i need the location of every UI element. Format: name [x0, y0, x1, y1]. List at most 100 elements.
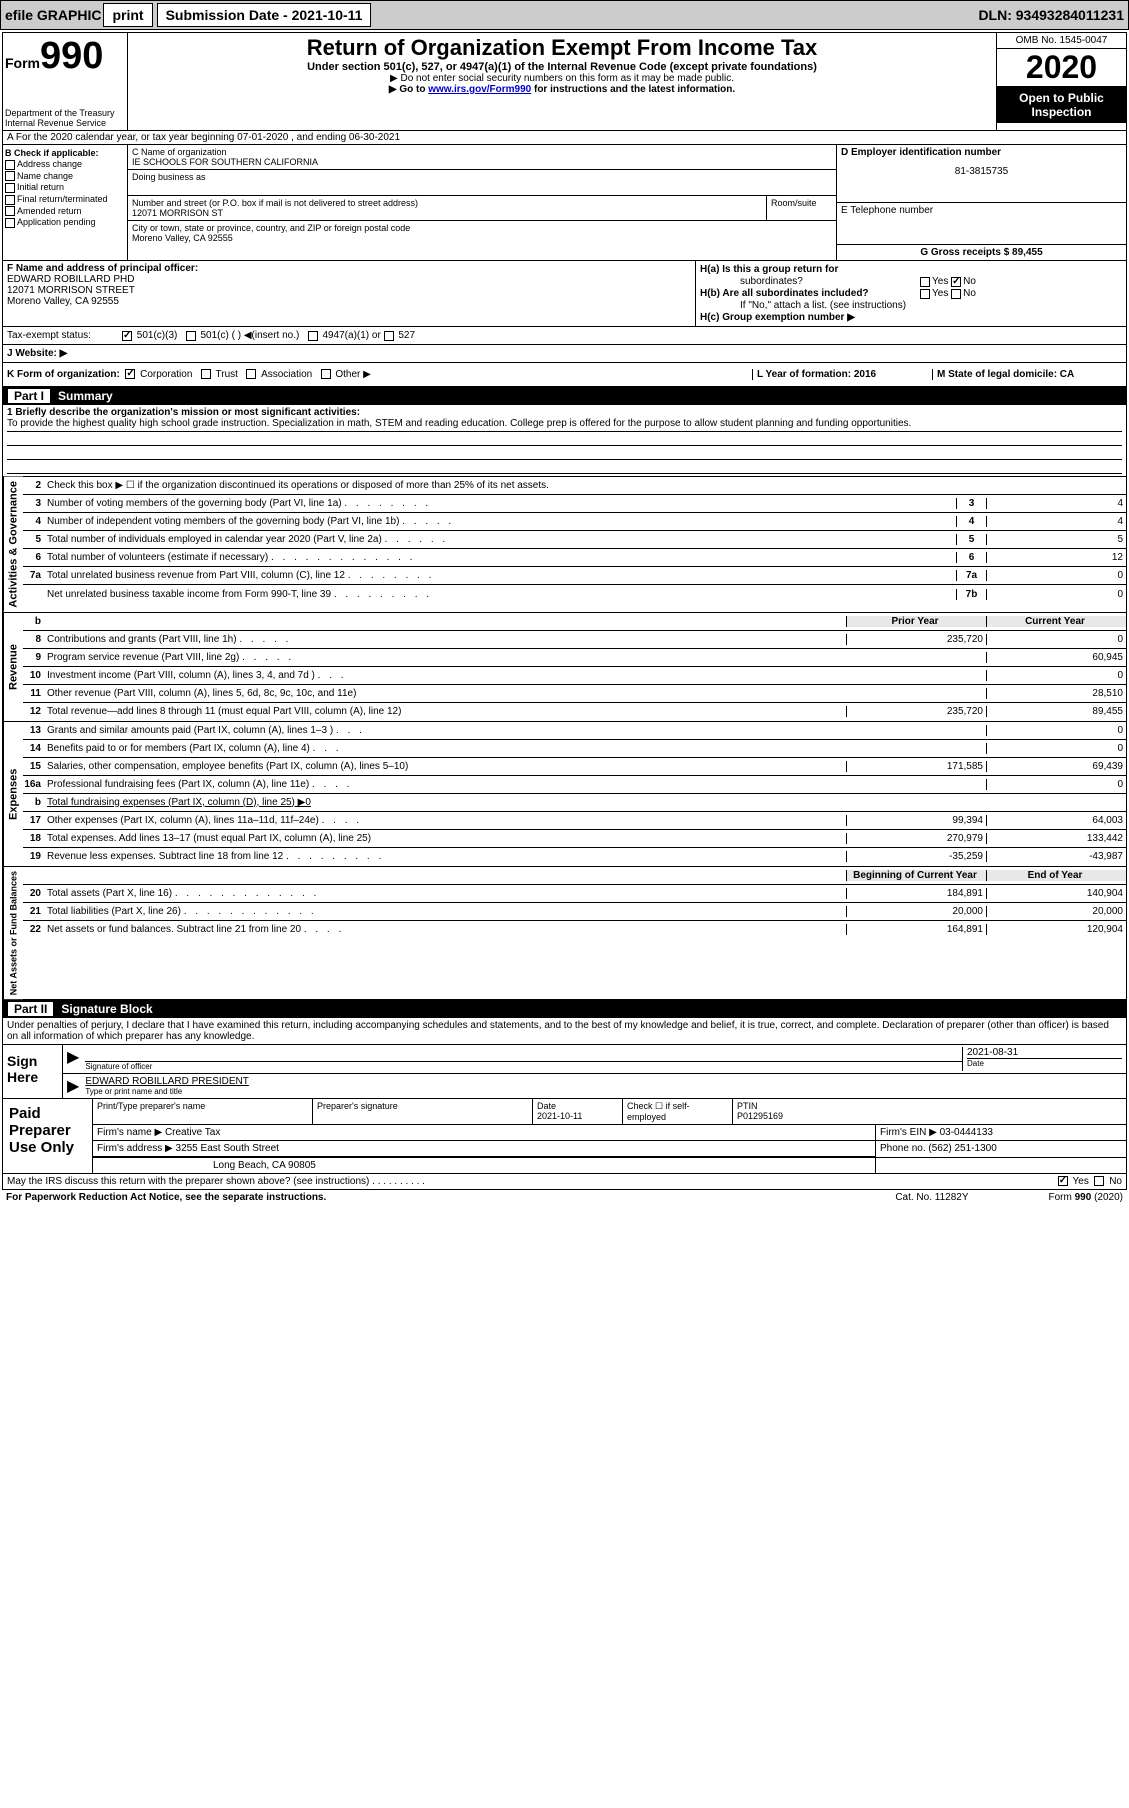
l21-prior: 20,000 — [846, 906, 986, 917]
officer-addr1: 12071 MORRISON STREET — [7, 285, 691, 296]
ein-value: 81-3815735 — [841, 166, 1122, 177]
l14-no: 14 — [23, 743, 45, 754]
addr-label: Number and street (or P.O. box if mail i… — [132, 198, 762, 208]
mission-label: 1 Briefly describe the organization's mi… — [7, 407, 360, 418]
cb-final-return[interactable] — [5, 195, 15, 205]
cb-trust[interactable] — [201, 369, 211, 379]
l3-val: 4 — [986, 498, 1126, 509]
l10-no: 10 — [23, 670, 45, 681]
cb-discuss-no[interactable] — [1094, 1176, 1104, 1186]
ein-label: D Employer identification number — [841, 147, 1122, 158]
cb-association[interactable] — [246, 369, 256, 379]
efile-label: efile GRAPHIC — [5, 7, 101, 23]
print-button[interactable]: print — [103, 3, 152, 27]
l9-desc: Program service revenue (Part VIII, line… — [47, 652, 239, 663]
form-header: Form990 Department of the Treasury Inter… — [2, 32, 1127, 131]
l15-curr: 69,439 — [986, 761, 1126, 772]
l16a-dots: . . . . — [312, 779, 352, 790]
cb-amended[interactable] — [5, 206, 15, 216]
ptin-label: PTIN — [737, 1101, 1122, 1111]
irs-label: Internal Revenue Service — [5, 118, 125, 128]
l4-desc: Number of independent voting members of … — [47, 516, 399, 527]
lbl-address-change: Address change — [17, 159, 82, 169]
sign-here-label: Sign Here — [3, 1045, 63, 1098]
firm-address: Firm's address ▶ 3255 East South Street — [93, 1141, 876, 1157]
cb-initial-return[interactable] — [5, 183, 15, 193]
cb-hb-yes[interactable] — [920, 289, 930, 299]
l20-dots: . . . . . . . . . . . . . — [175, 888, 319, 899]
form-word: Form — [5, 55, 40, 71]
opt-527: 527 — [398, 330, 415, 341]
block-fh: F Name and address of principal officer:… — [2, 261, 1127, 327]
l8-no: 8 — [23, 634, 45, 645]
cb-other[interactable] — [321, 369, 331, 379]
opt-trust: Trust — [216, 369, 238, 380]
l7a-no: 7a — [23, 570, 45, 581]
l13-dots: . . . — [336, 725, 365, 736]
l5-desc: Total number of individuals employed in … — [47, 534, 382, 545]
paid-preparer-label: Paid Preparer Use Only — [3, 1099, 93, 1173]
l17-no: 17 — [23, 815, 45, 826]
top-toolbar: efile GRAPHIC print Submission Date - 20… — [0, 0, 1129, 30]
form-number: 990 — [40, 35, 103, 78]
prep-self-employed: Check ☐ if self-employed — [623, 1099, 733, 1124]
prep-date-label: Date — [537, 1101, 618, 1111]
l21-dots: . . . . . . . . . . . . — [184, 906, 317, 917]
perjury-text: Under penalties of perjury, I declare th… — [3, 1018, 1126, 1045]
cb-501c[interactable] — [186, 331, 196, 341]
typed-name: EDWARD ROBILLARD PRESIDENT — [85, 1076, 1122, 1087]
l8-curr: 0 — [986, 634, 1126, 645]
ha-label: H(a) Is this a group return for — [700, 264, 838, 275]
pra-notice: For Paperwork Reduction Act Notice, see … — [6, 1192, 326, 1203]
signature-block: Under penalties of perjury, I declare th… — [2, 1018, 1127, 1099]
l6-cell: 6 — [956, 552, 986, 563]
firm-ein: Firm's EIN ▶ 03-0444133 — [876, 1125, 1126, 1140]
l18-prior: 270,979 — [846, 833, 986, 844]
tax-year: 2020 — [997, 49, 1126, 87]
cb-discuss-yes[interactable] — [1058, 1176, 1068, 1186]
ha-yes: Yes — [932, 276, 948, 287]
sig-date-label: Date — [967, 1058, 1122, 1068]
lbl-name-change: Name change — [17, 171, 73, 181]
submission-date-button[interactable]: Submission Date - 2021-10-11 — [157, 3, 372, 27]
open-inspection: Open to Public Inspection — [997, 87, 1126, 123]
l14-curr: 0 — [986, 743, 1126, 754]
opt-corp: Corporation — [140, 369, 192, 380]
instructions-link[interactable]: www.irs.gov/Form990 — [428, 84, 531, 95]
cb-address-change[interactable] — [5, 160, 15, 170]
dba-label: Doing business as — [132, 172, 832, 182]
k-label: K Form of organization: — [7, 369, 120, 380]
cb-4947[interactable] — [308, 331, 318, 341]
typed-label: Type or print name and title — [85, 1087, 1122, 1096]
l17-prior: 99,394 — [846, 815, 986, 826]
cb-name-change[interactable] — [5, 171, 15, 181]
l2-no: 2 — [23, 480, 45, 491]
side-revenue: Revenue — [3, 613, 23, 721]
cb-ha-no[interactable] — [951, 277, 961, 287]
cb-application-pending[interactable] — [5, 218, 15, 228]
cb-hb-no[interactable] — [951, 289, 961, 299]
l19-no: 19 — [23, 851, 45, 862]
l12-no: 12 — [23, 706, 45, 717]
cb-501c3[interactable] — [122, 331, 132, 341]
telephone-label: E Telephone number — [841, 205, 1122, 216]
cat-no: Cat. No. 11282Y — [895, 1192, 968, 1203]
l5-dots: . . . . . . — [385, 534, 449, 545]
cb-corporation[interactable] — [125, 369, 135, 379]
goto-prefix: ▶ Go to — [389, 84, 428, 95]
l5-val: 5 — [986, 534, 1126, 545]
section-activities-governance: Activities & Governance 2Check this box … — [2, 477, 1127, 613]
cb-ha-yes[interactable] — [920, 277, 930, 287]
l3-dots: . . . . . . . . — [344, 498, 431, 509]
officer-name: EDWARD ROBILLARD PHD — [7, 274, 691, 285]
cb-527[interactable] — [384, 331, 394, 341]
l19-dots: . . . . . . . . . — [286, 851, 384, 862]
opt-other: Other ▶ — [335, 369, 370, 380]
l4-no: 4 — [23, 516, 45, 527]
l5-no: 5 — [23, 534, 45, 545]
opt-501c: 501(c) ( ) ◀(insert no.) — [200, 330, 299, 341]
l16a-curr: 0 — [986, 779, 1126, 790]
firm-city: Long Beach, CA 90805 — [93, 1158, 876, 1173]
l4-val: 4 — [986, 516, 1126, 527]
l20-curr: 140,904 — [986, 888, 1126, 899]
